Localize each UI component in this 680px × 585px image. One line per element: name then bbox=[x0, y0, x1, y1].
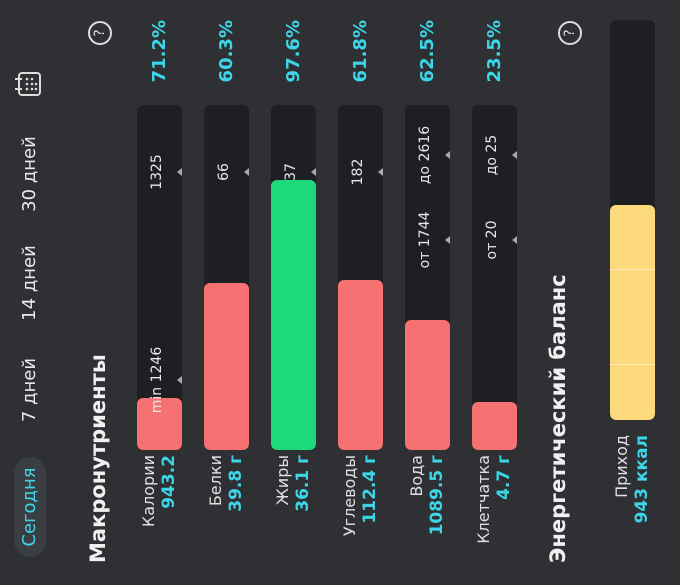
bar-marker-label: до 2616 bbox=[417, 125, 433, 185]
bar-track: 37 bbox=[271, 105, 316, 450]
bar-marker bbox=[177, 168, 182, 176]
energy-divider bbox=[610, 269, 655, 270]
bar-track: min 1246 1325 bbox=[137, 105, 182, 450]
bar-track: от 1744 до 2616 bbox=[405, 105, 450, 450]
tab[interactable]: Сегодня bbox=[14, 457, 46, 557]
bar-fill bbox=[472, 402, 517, 450]
bar-marker bbox=[512, 236, 517, 244]
section-title: Макронутриенты bbox=[86, 354, 110, 563]
nutrient-name: Углеводы bbox=[340, 455, 359, 537]
nutrient-percent: 23.5% bbox=[484, 20, 505, 83]
bar-marker bbox=[177, 376, 182, 384]
energy-track bbox=[610, 20, 655, 420]
bar-track: от 20 до 25 bbox=[472, 105, 517, 450]
bar-marker-label: от 20 bbox=[484, 220, 500, 260]
nutrient-percent: 97.6% bbox=[283, 20, 304, 83]
bar-marker-label: 1325 bbox=[149, 154, 165, 190]
energy-name: Приход bbox=[612, 435, 631, 498]
nutrient-name: Белки bbox=[206, 455, 225, 507]
nutrient-name: Жиры bbox=[273, 455, 292, 506]
bar-marker-label: до 25 bbox=[484, 134, 500, 176]
bar-marker bbox=[244, 168, 249, 176]
help-icon[interactable]: ? bbox=[88, 21, 112, 45]
nutrient-value: 4.7 г bbox=[494, 455, 514, 500]
bar-marker-label: от 1744 bbox=[417, 211, 433, 269]
bar-marker-label: 182 bbox=[350, 158, 366, 186]
tab[interactable]: 30 дней bbox=[19, 136, 40, 212]
energy-value: 943 ккал bbox=[632, 435, 652, 524]
bar-marker bbox=[512, 151, 517, 159]
tab[interactable]: 7 дней bbox=[19, 357, 40, 423]
nutrient-name: Вода bbox=[407, 455, 426, 497]
nutrient-value: 1089.5 г bbox=[427, 455, 447, 536]
nutrient-percent: 71.2% bbox=[149, 20, 170, 83]
bar-track: 66 bbox=[204, 105, 249, 450]
calendar-icon[interactable] bbox=[14, 71, 42, 97]
nutrient-name: Калории bbox=[139, 455, 158, 528]
bar-marker bbox=[378, 168, 383, 176]
nutrient-value: 112.4 г bbox=[360, 455, 380, 524]
help-icon[interactable]: ? bbox=[558, 21, 582, 45]
tab[interactable]: 14 дней bbox=[19, 245, 40, 321]
bar-fill bbox=[204, 283, 249, 450]
nutrient-percent: 61.8% bbox=[350, 20, 371, 83]
nutrient-percent: 60.3% bbox=[216, 20, 237, 83]
energy-divider bbox=[610, 364, 655, 365]
bar-marker bbox=[311, 168, 316, 176]
energy-fill bbox=[610, 205, 655, 420]
nutrient-value: 943.2 bbox=[159, 455, 179, 509]
section-title: Энергетический баланс bbox=[546, 274, 570, 563]
bar-marker-label: min 1246 bbox=[149, 346, 165, 414]
nutrient-value: 39.8 г bbox=[226, 455, 246, 512]
nutrient-value: 36.1 г bbox=[293, 455, 313, 512]
bar-fill bbox=[271, 180, 316, 450]
bar-marker-label: 66 bbox=[216, 163, 232, 181]
bar-fill bbox=[338, 280, 383, 450]
bar-track: 182 bbox=[338, 105, 383, 450]
calendar-svg bbox=[15, 72, 41, 96]
bar-marker bbox=[445, 236, 450, 244]
bar-marker-label: 37 bbox=[283, 163, 299, 181]
nutrient-percent: 62.5% bbox=[417, 20, 438, 83]
bar-fill bbox=[405, 320, 450, 450]
bar-marker bbox=[445, 151, 450, 159]
nutrient-name: Клетчатка bbox=[474, 455, 493, 544]
